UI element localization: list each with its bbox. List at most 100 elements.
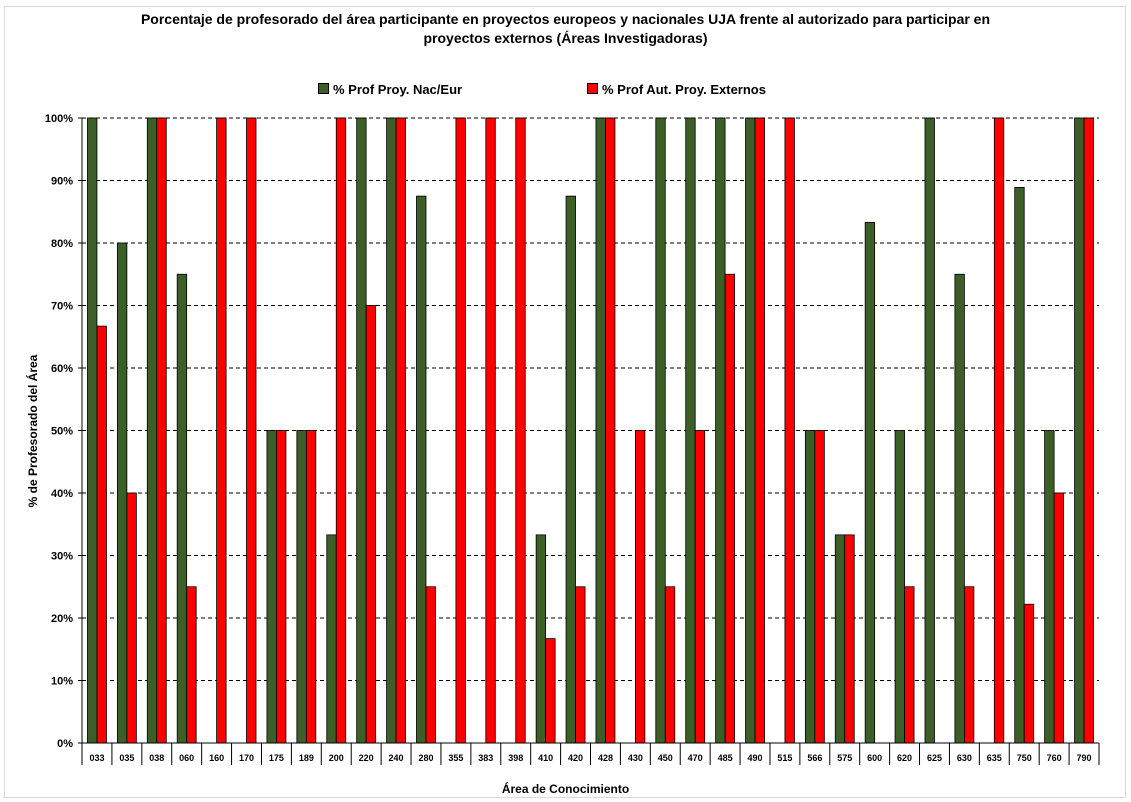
x-tick-label: 600 bbox=[867, 753, 882, 763]
bar-aut-externos bbox=[963, 586, 975, 744]
bar-nac-eur bbox=[326, 534, 337, 744]
bar-nac-eur bbox=[685, 117, 696, 744]
x-tick-label: 280 bbox=[418, 753, 433, 763]
bar-nac-eur bbox=[1044, 430, 1055, 744]
y-tick-label: 30% bbox=[51, 551, 73, 563]
x-tick-label: 625 bbox=[927, 753, 942, 763]
bar-nac-eur bbox=[116, 242, 128, 744]
y-tick-label: 20% bbox=[51, 613, 73, 625]
bar-aut-externos bbox=[455, 117, 466, 744]
bar-aut-externos bbox=[545, 638, 556, 744]
bar-aut-externos bbox=[784, 117, 795, 744]
chart-title-line-1: Porcentaje de profesorado del área parti… bbox=[140, 11, 991, 27]
x-tick-label: 620 bbox=[897, 753, 912, 763]
x-tick-label: 485 bbox=[718, 753, 733, 763]
bar-nac-eur bbox=[804, 430, 816, 744]
bar-aut-externos bbox=[515, 117, 526, 744]
bar-aut-externos bbox=[335, 117, 347, 744]
bar-nac-eur bbox=[535, 534, 547, 744]
bar-aut-externos bbox=[126, 492, 137, 744]
bar-nac-eur bbox=[386, 117, 397, 744]
legend-label-aut-externos: % Prof Aut. Proy. Externos bbox=[602, 82, 766, 97]
x-tick-label: 398 bbox=[508, 753, 523, 763]
bar-nac-eur bbox=[864, 221, 876, 744]
bar-nac-eur bbox=[1014, 186, 1025, 744]
bar-aut-externos bbox=[1083, 117, 1094, 744]
x-tick-label: 060 bbox=[179, 753, 194, 763]
x-tick-label: 160 bbox=[209, 753, 224, 763]
bar-aut-externos bbox=[305, 430, 317, 744]
bar-nac-eur bbox=[834, 534, 846, 744]
bar-aut-externos bbox=[276, 430, 287, 744]
legend-swatch-nac-eur bbox=[318, 83, 329, 94]
x-tick-label: 490 bbox=[747, 753, 762, 763]
bar-aut-externos bbox=[395, 117, 406, 744]
x-tick-label: 038 bbox=[149, 753, 164, 763]
x-tick-label: 175 bbox=[269, 753, 284, 763]
bar-aut-externos bbox=[246, 117, 257, 744]
bar-aut-externos bbox=[904, 586, 915, 744]
x-tick-label: 630 bbox=[957, 753, 972, 763]
bar-nac-eur bbox=[87, 117, 98, 744]
x-tick-label: 635 bbox=[987, 753, 1002, 763]
x-tick-label: 566 bbox=[807, 753, 822, 763]
x-tick-label: 575 bbox=[837, 753, 852, 763]
bar-aut-externos bbox=[634, 430, 646, 744]
bar-nac-eur bbox=[954, 273, 965, 744]
x-tick-label: 200 bbox=[329, 753, 344, 763]
bar-nac-eur bbox=[595, 117, 606, 744]
bar-nac-eur bbox=[894, 430, 905, 744]
bar-nac-eur bbox=[924, 117, 935, 744]
x-tick-label: 450 bbox=[658, 753, 673, 763]
bar-aut-externos bbox=[814, 430, 825, 744]
chart-title-line-2: proyectos externos (Áreas Investigadoras… bbox=[423, 30, 708, 46]
y-tick-label: 50% bbox=[51, 426, 73, 438]
x-tick-label: 410 bbox=[538, 753, 553, 763]
y-tick-label: 100% bbox=[45, 113, 73, 125]
bar-aut-externos bbox=[96, 325, 107, 744]
y-tick-label: 70% bbox=[51, 301, 73, 313]
bar-aut-externos bbox=[694, 430, 706, 744]
x-tick-label: 220 bbox=[359, 753, 374, 763]
x-tick-label: 430 bbox=[628, 753, 643, 763]
bar-nac-eur bbox=[356, 117, 367, 744]
x-tick-label: 035 bbox=[119, 753, 134, 763]
bar-nac-eur bbox=[416, 195, 427, 744]
x-tick-label: 790 bbox=[1077, 753, 1092, 763]
bar-aut-externos bbox=[1053, 492, 1065, 744]
legend-item-aut-externos: % Prof Aut. Proy. Externos bbox=[587, 82, 766, 97]
bar-nac-eur bbox=[266, 430, 277, 744]
x-tick-label: 355 bbox=[448, 753, 463, 763]
bar-nac-eur bbox=[715, 117, 726, 744]
x-tick-label: 760 bbox=[1047, 753, 1062, 763]
bar-nac-eur bbox=[146, 117, 158, 744]
bar-aut-externos bbox=[216, 117, 227, 744]
bar-nac-eur bbox=[1074, 117, 1085, 744]
x-tick-label: 428 bbox=[598, 753, 613, 763]
x-tick-label: 189 bbox=[299, 753, 314, 763]
x-tick-label: 420 bbox=[568, 753, 583, 763]
x-tick-label: 750 bbox=[1017, 753, 1032, 763]
x-axis-label: Área de Conocimiento bbox=[501, 782, 630, 796]
bar-aut-externos bbox=[844, 534, 855, 744]
y-tick-label: 40% bbox=[51, 488, 73, 500]
bar-nac-eur bbox=[745, 117, 756, 744]
y-tick-label: 10% bbox=[51, 676, 73, 688]
bar-aut-externos bbox=[605, 117, 616, 744]
bar-aut-externos bbox=[365, 305, 377, 744]
legend-swatch-aut-externos bbox=[587, 83, 598, 94]
bar-aut-externos bbox=[156, 117, 167, 744]
bar-aut-externos bbox=[575, 586, 586, 744]
bar-aut-externos bbox=[485, 117, 496, 744]
bar-aut-externos bbox=[186, 586, 197, 744]
y-tick-label: 90% bbox=[51, 176, 73, 188]
y-tick-label: 0% bbox=[57, 738, 73, 750]
x-tick-label: 383 bbox=[478, 753, 493, 763]
x-tick-label: 515 bbox=[777, 753, 792, 763]
bar-aut-externos bbox=[1023, 603, 1035, 744]
legend-item-nac-eur: % Prof Proy. Nac/Eur bbox=[318, 82, 462, 97]
legend-label-nac-eur: % Prof Proy. Nac/Eur bbox=[333, 82, 463, 97]
x-tick-label: 240 bbox=[389, 753, 404, 763]
y-tick-label: 80% bbox=[51, 238, 73, 250]
